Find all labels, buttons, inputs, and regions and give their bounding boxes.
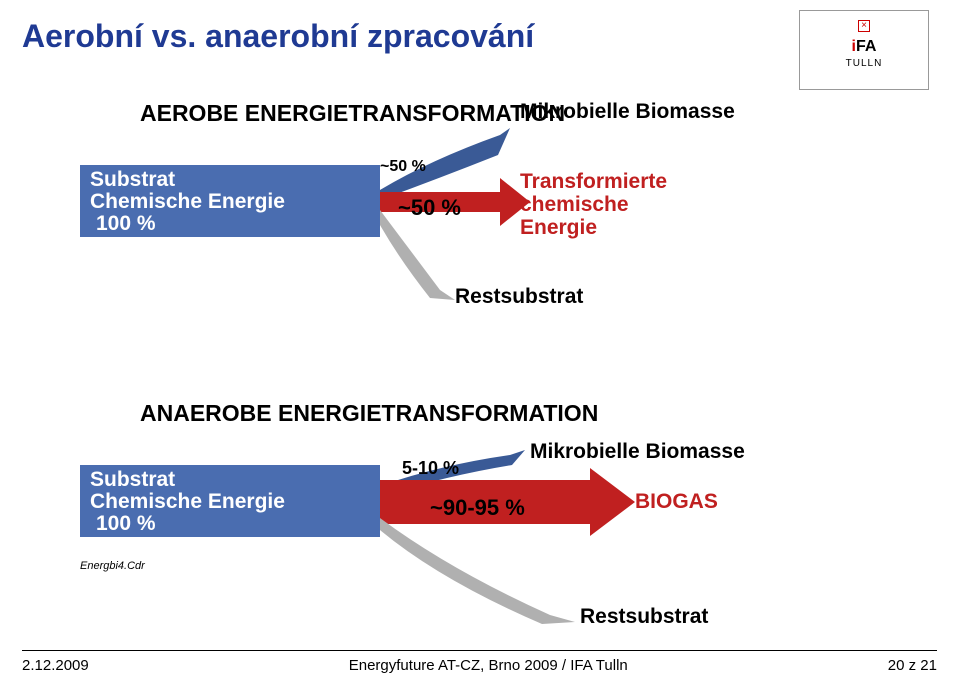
aerobe-substrat-l3: 100 %: [96, 212, 156, 235]
anaerobe-substrat-l3: 100 %: [96, 512, 156, 535]
anaerobe-pct-top: 5-10 %: [402, 458, 459, 479]
slide-title: Aerobní vs. anaerobní zpracování: [22, 18, 534, 55]
anaerobe-pct-mid: ~90-95 %: [430, 495, 525, 521]
aerobe-rest-label: Restsubstrat: [455, 285, 583, 309]
aerobe-substrat-box: Substrat Chemische Energie 100 %: [80, 165, 380, 237]
anaerobe-biomass-label: Mikrobielle Biomasse: [530, 440, 745, 464]
broken-image-icon: ×: [858, 20, 870, 32]
footer-date: 2.12.2009: [22, 657, 89, 674]
aerobe-pct-mid: ~50 %: [398, 195, 461, 221]
footer-page: 20 z 21: [888, 657, 937, 674]
cdr-note: Energbi4.Cdr: [80, 560, 145, 572]
aerobe-diagram: AEROBE ENERGIETRANSFORMATION Mikrobielle…: [80, 100, 860, 131]
aerobe-substrat-l2: Chemische Energie: [90, 191, 370, 213]
aerobe-chem-label: Transformierte chemische Energie: [520, 170, 667, 239]
footer-center: Energyfuture AT-CZ, Brno 2009 / IFA Tull…: [349, 657, 628, 674]
footer: 2.12.2009 Energyfuture AT-CZ, Brno 2009 …: [22, 650, 937, 674]
anaerobe-diagram: ANAEROBE ENERGIETRANSFORMATION Substrat …: [80, 400, 860, 431]
anaerobe-substrat-l2: Chemische Energie: [90, 491, 370, 513]
anaerobe-biogas-label: BIOGAS: [635, 490, 718, 514]
logo-tulln: TULLN: [800, 58, 928, 69]
anaerobe-substrat-box: Substrat Chemische Energie 100 %: [80, 465, 380, 537]
anaerobe-substrat-l1: Substrat: [90, 468, 175, 491]
aerobe-pct-top: ~50 %: [380, 158, 426, 176]
anaerobe-rest-label: Restsubstrat: [580, 605, 708, 629]
aerobe-substrat-l1: Substrat: [90, 168, 175, 191]
logo-ifa: iFA: [852, 38, 877, 55]
logo-box: × iFA TULLN: [799, 10, 929, 90]
